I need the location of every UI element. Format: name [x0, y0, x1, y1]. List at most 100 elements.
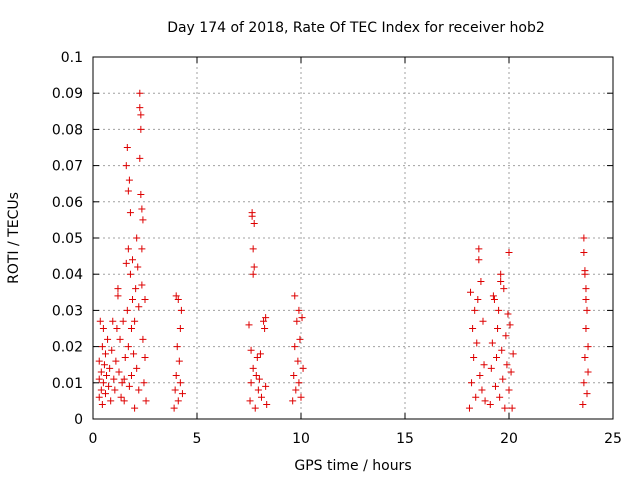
x-axis-label: GPS time / hours [294, 458, 411, 474]
data-point [125, 382, 133, 390]
data-point [298, 314, 306, 322]
data-point [98, 343, 106, 351]
data-point [254, 386, 262, 394]
data-point [245, 321, 253, 329]
data-point [133, 234, 141, 242]
y-tick-labels: 0 0.01 0.02 0.03 0.04 0.05 0.06 0.07 0.08 0.09 0.1 [52, 50, 83, 428]
data-point [297, 393, 305, 401]
data-point [504, 310, 512, 318]
data-point [110, 375, 118, 383]
data-point [97, 386, 105, 394]
grid-lines [93, 57, 613, 419]
data-point [130, 350, 138, 358]
data-point [474, 296, 482, 304]
y-tick-label: 0.03 [52, 303, 83, 319]
data-point [122, 162, 130, 170]
data-point [580, 379, 588, 387]
y-tick-label: 0.07 [52, 159, 83, 175]
data-point [263, 401, 271, 409]
data-point [174, 296, 182, 304]
data-point [252, 372, 260, 380]
data-point [480, 361, 488, 369]
data-point [295, 306, 303, 314]
data-point [176, 325, 184, 332]
data-point [291, 292, 299, 300]
data-point [139, 335, 147, 343]
data-point [107, 397, 115, 405]
data-point [101, 350, 109, 358]
data-point [477, 277, 485, 285]
data-point [101, 390, 109, 398]
data-point [120, 397, 128, 405]
data-point [582, 285, 590, 293]
y-tick-label: 0.04 [52, 267, 83, 283]
data-point [499, 375, 507, 383]
data-point [109, 317, 117, 325]
data-point [124, 343, 132, 351]
x-tick-label: 25 [604, 431, 622, 447]
x-tick-label: 5 [193, 431, 202, 447]
data-point [471, 306, 479, 314]
data-point [290, 372, 298, 380]
data-point [125, 176, 133, 184]
data-point [112, 357, 120, 365]
data-point [260, 317, 268, 325]
y-tick-label: 0.08 [52, 122, 83, 138]
data-point [488, 339, 496, 347]
data-point [138, 281, 146, 289]
data-point [250, 263, 258, 271]
data-point [475, 245, 483, 253]
data-point [465, 404, 473, 412]
data-point [292, 386, 300, 394]
data-point [136, 154, 144, 162]
data-point [247, 379, 255, 387]
data-point [96, 317, 104, 325]
data-point [497, 277, 505, 285]
data-point [581, 353, 589, 361]
data-point [478, 386, 486, 394]
data-point [496, 393, 504, 401]
data-point [490, 296, 498, 304]
data-point [170, 404, 178, 412]
data-point [136, 89, 144, 97]
data-point [248, 209, 256, 217]
data-point [177, 306, 185, 314]
chart-title: Day 174 of 2018, Rate Of TEC Index for r… [167, 20, 545, 36]
data-point [475, 256, 483, 264]
data-point [106, 364, 114, 372]
data-point [172, 372, 180, 380]
data-point [508, 404, 516, 412]
data-point [498, 346, 506, 354]
data-point [122, 259, 130, 267]
data-point [171, 386, 179, 394]
data-point [126, 270, 134, 278]
data-point [584, 368, 592, 376]
x-tick-label: 20 [500, 431, 518, 447]
data-point [249, 270, 257, 278]
data-point [115, 368, 123, 376]
data-point [120, 375, 128, 383]
data-point [505, 386, 513, 394]
data-point [486, 401, 494, 409]
y-tick-label: 0.01 [52, 376, 83, 392]
data-point [138, 245, 146, 253]
data-point [580, 248, 588, 256]
data-point [99, 379, 107, 387]
data-point [176, 379, 184, 387]
data-point [253, 353, 261, 361]
data-point [503, 361, 511, 369]
data-point [494, 325, 502, 332]
data-point [470, 353, 478, 361]
data-point [262, 382, 270, 390]
data-point [95, 357, 103, 365]
data-point [99, 325, 107, 332]
data-point [580, 234, 588, 242]
data-point [257, 393, 265, 401]
data-point [582, 296, 590, 304]
data-point [487, 364, 495, 372]
data-point [139, 216, 147, 224]
data-point [113, 325, 121, 332]
data-point [291, 343, 299, 351]
data-point [105, 382, 113, 390]
x-tick-label: 0 [89, 431, 98, 447]
